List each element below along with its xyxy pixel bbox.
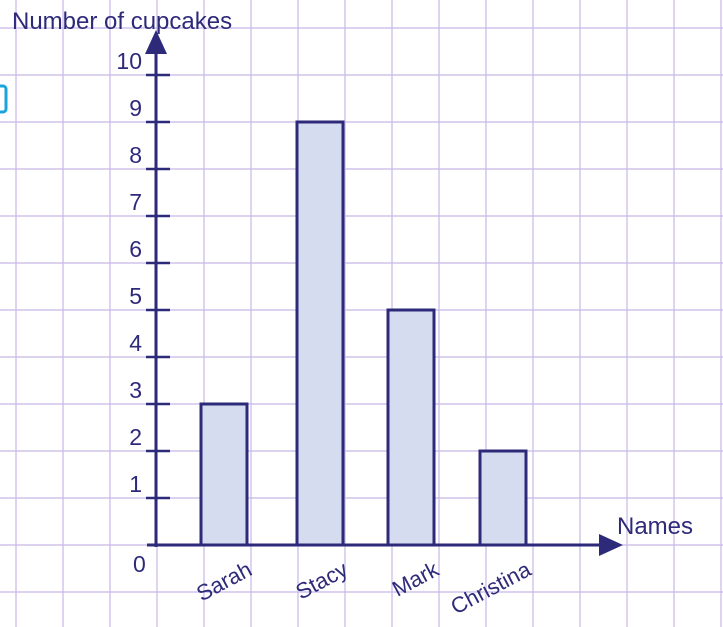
y-ticks-group: 1 2 3 4 5 6 7 8 9 10 (116, 48, 170, 500)
y-tick-label: 1 (129, 471, 142, 497)
y-axis-label: Number of cupcakes (12, 8, 232, 35)
y-tick-label: 5 (129, 283, 142, 309)
y-tick-label: 9 (129, 95, 142, 121)
x-category-labels: Sarah Stacy Mark Christina (192, 556, 535, 619)
x-category-label: Sarah (192, 556, 256, 606)
y-tick-label: 2 (129, 424, 142, 450)
x-category-label: Mark (388, 556, 444, 601)
y-tick-label: 3 (129, 377, 142, 403)
bar-stacy (295, 120, 345, 547)
y-tick-label: 6 (129, 236, 142, 262)
x-axis-label: Names (617, 513, 693, 540)
x-category-label: Stacy (292, 556, 352, 604)
bar-sarah (199, 402, 249, 547)
y-tick-label: 7 (129, 189, 142, 215)
bar-mark (386, 308, 436, 547)
y-tick-label: 8 (129, 142, 142, 168)
x-category-label: Christina (446, 556, 535, 619)
edge-marker-icon (0, 84, 8, 114)
y-axis-arrow-icon (145, 30, 167, 54)
x-axis-arrow-icon (599, 534, 623, 556)
bar-christina (478, 449, 528, 547)
y-tick-label: 4 (129, 330, 142, 356)
origin-label: 0 (133, 551, 146, 577)
bars-group (199, 120, 528, 547)
y-tick-label: 10 (116, 48, 142, 74)
